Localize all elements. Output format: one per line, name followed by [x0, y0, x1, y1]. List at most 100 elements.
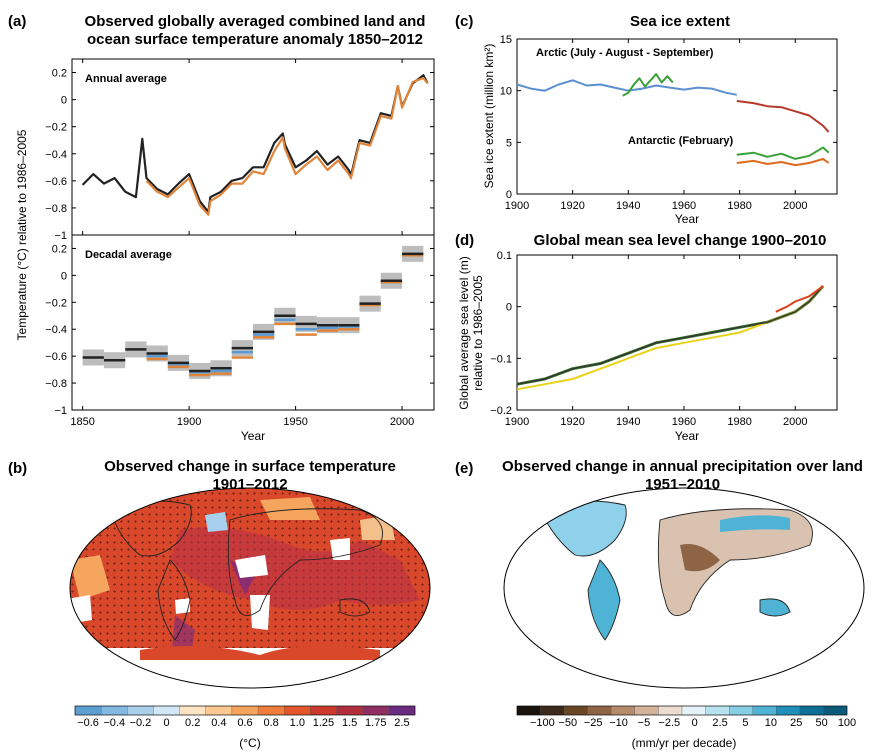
panel-c-frame	[516, 38, 838, 195]
panel-d-xlabel: Year	[675, 429, 699, 443]
colorbar-swatch	[823, 705, 848, 716]
colorbar-swatch	[362, 705, 389, 716]
xtick-label: 1850	[70, 416, 94, 428]
panel-d-ticks: −0.2 −0.1 0 0.1 1900 1920 1940 1960 1980 2000	[490, 250, 837, 428]
panel-b-title: Observed change in surface temperature 1…	[60, 458, 440, 494]
panel-a-decadal-series	[82, 245, 424, 379]
ytick-label: −0.6	[45, 351, 67, 363]
panel-e-map	[504, 488, 864, 688]
panel-b-colorbar: −0.6 −0.4 −0.2 0 0.2 0.4 0.6 0.8 1.0 1.25 1.5 1.75 2…	[74, 705, 416, 729]
panel-a-annual-frame	[71, 58, 435, 236]
series-line	[622, 73, 674, 97]
panel-c-arctic-label: Arctic (July - August - September)	[536, 47, 714, 59]
panel-b-colorbar-unit: (°C)	[239, 736, 260, 750]
xtick-label: 1920	[560, 416, 584, 428]
series-line	[516, 284, 825, 386]
colorbar-tick-label: −50	[558, 717, 577, 729]
xtick-label: 1900	[505, 200, 529, 212]
ytick-label: −0.2	[45, 297, 67, 309]
panel-d-title: Global mean sea level change 1900–2010	[533, 232, 827, 249]
panel-d-label: (d)	[455, 232, 475, 249]
colorbar-tick-label: −0.4	[103, 717, 125, 729]
panel-e-label: (e)	[455, 460, 474, 477]
xtick-label: 1980	[727, 416, 751, 428]
panel-c-ticks: 0 5 10 15 1900 1920 1940 1960 1980 2000	[500, 34, 837, 212]
panel-a-decadal-yticks: −1 −0.8 −0.6 −0.4 −0.2 0 0.2	[45, 243, 434, 417]
panel-b-map	[70, 488, 430, 688]
colorbar-tick-label: 5	[742, 717, 748, 729]
series-line	[736, 157, 830, 167]
panel-c-title: Sea ice extent	[629, 13, 731, 30]
panel-a-decadal-label: Decadal average	[85, 249, 172, 261]
panel-b-label: (b)	[8, 460, 28, 477]
colorbar-swatch	[257, 705, 285, 716]
colorbar-swatch	[728, 705, 753, 716]
ytick-label: −0.8	[45, 378, 67, 390]
xtick-label: 1900	[505, 416, 529, 428]
colorbar-tick-label: 100	[838, 717, 856, 729]
colorbar-tick-label: 0.6	[237, 717, 252, 729]
panel-a-title: Observed globally averaged combined land…	[70, 13, 440, 49]
ytick-label: −0.4	[45, 324, 67, 336]
colorbar-tick-label: −10	[609, 717, 628, 729]
panel-b-title-line2: 1901–2012	[212, 476, 288, 493]
colorbar-tick-label: −25	[584, 717, 603, 729]
panel-c-ylabel: Sea ice extent (million km²)	[482, 44, 496, 189]
colorbar-tick-label: 2.5	[394, 717, 409, 729]
panel-d-ylabel-line2: relative to 1986–2005	[471, 275, 485, 391]
colorbar-swatch	[563, 705, 588, 716]
xtick-label: 1900	[177, 416, 201, 428]
colorbar-swatch	[587, 705, 612, 716]
panel-d-ylabel-line1: Global average sea level (m)	[457, 256, 471, 409]
series-line	[145, 76, 429, 216]
series-line	[736, 146, 830, 160]
colorbar-tick-label: 1.5	[342, 717, 357, 729]
colorbar-outline	[74, 705, 416, 716]
colorbar-swatch	[179, 705, 206, 716]
ytick-label: 5	[506, 137, 512, 149]
panel-d-frame	[516, 254, 838, 411]
panel-e-title-line2: 1951–2010	[644, 476, 721, 493]
colorbar-swatch	[205, 705, 233, 716]
ytick-label: −0.4	[45, 149, 67, 161]
panel-a-annual-series	[81, 74, 429, 216]
ytick-label: 0	[61, 270, 67, 282]
panel-a-xticks: 1850 1900 1950 2000	[70, 406, 414, 428]
panel-a-title-line2: ocean surface temperature anomaly 1850–2…	[86, 31, 424, 48]
xtick-label: 2000	[390, 416, 414, 428]
panel-e-title-line1: Observed change in annual precipitation …	[502, 458, 863, 475]
colorbar-tick-label: 25	[790, 717, 802, 729]
xtick-label: 1950	[283, 416, 307, 428]
colorbar-tick-label: 1.25	[313, 717, 334, 729]
colorbar-swatch	[284, 705, 311, 716]
panel-c-label: (c)	[455, 13, 474, 30]
colorbar-swatch	[336, 705, 363, 716]
series-line	[516, 285, 824, 385]
colorbar-tick-label: 0.4	[211, 717, 226, 729]
xtick-label: 1980	[727, 200, 751, 212]
colorbar-tick-label: −100	[530, 717, 555, 729]
xtick-label: 1940	[616, 200, 640, 212]
series-line	[516, 79, 737, 96]
panel-a-label: (a)	[8, 13, 27, 30]
ytick-label: 10	[500, 86, 512, 98]
colorbar-tick-label: 1.0	[290, 717, 305, 729]
colorbar-tick-label: 2.5	[712, 717, 727, 729]
colorbar-tick-label: 0	[163, 717, 169, 729]
colorbar-swatch	[658, 705, 683, 716]
colorbar-tick-label: 0.8	[264, 717, 279, 729]
ytick-label: −1	[54, 405, 67, 417]
ytick-label: −0.2	[45, 122, 67, 134]
colorbar-swatch	[127, 705, 154, 716]
colorbar-tick-label: 0.2	[185, 717, 200, 729]
panel-a-annual-yticks: −1 −0.8 −0.6 −0.4 −0.2 0 0.2	[45, 59, 434, 242]
colorbar-swatch	[231, 705, 259, 716]
ytick-label: −1	[54, 230, 67, 242]
ytick-label: −0.1	[490, 353, 512, 365]
colorbar-swatch	[101, 705, 128, 716]
panel-d-series	[516, 284, 825, 391]
ytick-label: −0.6	[45, 176, 67, 188]
colorbar-swatch	[74, 705, 102, 716]
colorbar-swatch	[799, 705, 824, 716]
